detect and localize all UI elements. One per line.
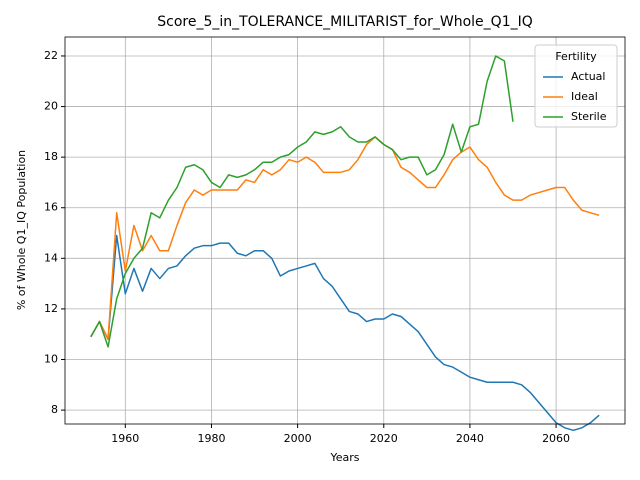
y-tick-label: 16 bbox=[44, 201, 58, 214]
line bbox=[90, 234, 600, 432]
legend-label: Actual bbox=[571, 70, 605, 83]
y-tick-label: 10 bbox=[44, 353, 58, 366]
x-tick-label: 2000 bbox=[284, 432, 312, 445]
y-tick-label: 8 bbox=[51, 403, 58, 416]
legend-label: Sterile bbox=[571, 110, 607, 123]
x-axis-label: Years bbox=[329, 451, 359, 464]
y-axis-label: % of Whole Q1_IQ Population bbox=[15, 150, 28, 310]
y-tick-label: 12 bbox=[44, 302, 58, 315]
y-tick-label: 18 bbox=[44, 150, 58, 163]
line bbox=[90, 136, 600, 341]
x-tick-label: 1980 bbox=[197, 432, 225, 445]
y-tick-label: 20 bbox=[44, 100, 58, 113]
line bbox=[90, 55, 514, 348]
chart-title: Score_5_in_TOLERANCE_MILITARIST_for_Whol… bbox=[157, 14, 533, 30]
y-tick-label: 14 bbox=[44, 251, 58, 264]
x-tick-label: 1960 bbox=[111, 432, 139, 445]
plot-frame bbox=[64, 36, 626, 425]
x-tick-label: 2040 bbox=[456, 432, 484, 445]
legend-label: Ideal bbox=[571, 90, 598, 103]
legend-title: Fertility bbox=[555, 50, 597, 63]
x-tick-label: 2020 bbox=[370, 432, 398, 445]
y-tick-label: 22 bbox=[44, 49, 58, 62]
x-tick-label: 2060 bbox=[542, 432, 570, 445]
legend-box bbox=[534, 44, 618, 128]
